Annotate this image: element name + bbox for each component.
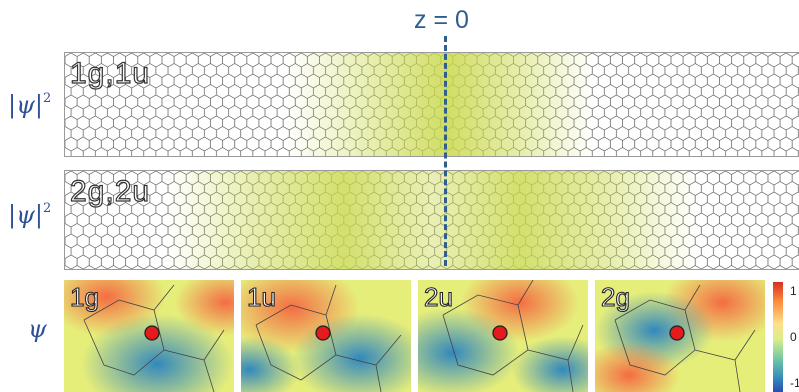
lattice-strip-1	[65, 53, 799, 156]
wavefunction-tile-2u: 2u	[418, 280, 588, 392]
row-label-density-1: |ψ|2	[8, 91, 52, 119]
z-zero-label: z = 0	[414, 6, 469, 34]
tile-label-2u: 2u	[423, 281, 453, 312]
strip-label-1: 1g,1u	[69, 56, 151, 90]
colorbar	[773, 282, 783, 392]
density-strip-1: 1g,1u	[64, 52, 799, 157]
row-label-density-2: |ψ|2	[8, 201, 52, 229]
strip-label-2: 2g,2u	[69, 174, 151, 208]
tile-label-1u: 1u	[246, 281, 276, 312]
wavefunction-tile-2g: 2g	[595, 280, 765, 392]
wavefunction-tile-1g: 1g	[64, 280, 234, 392]
lattice-strip-2	[65, 171, 799, 269]
wavefunction-tile-1u: 1u	[241, 280, 411, 392]
colorbar-tick-min: -1	[790, 376, 799, 390]
row-label-wavefunction: ψ	[28, 315, 47, 343]
density-strip-2: 2g,2u	[64, 170, 799, 270]
tile-label-2g: 2g	[600, 281, 630, 312]
tile-label-1g: 1g	[69, 281, 99, 312]
z-zero-dashed-line	[444, 36, 447, 266]
colorbar-tick-mid: 0	[790, 330, 797, 344]
colorbar-tick-max: 1	[790, 284, 797, 298]
